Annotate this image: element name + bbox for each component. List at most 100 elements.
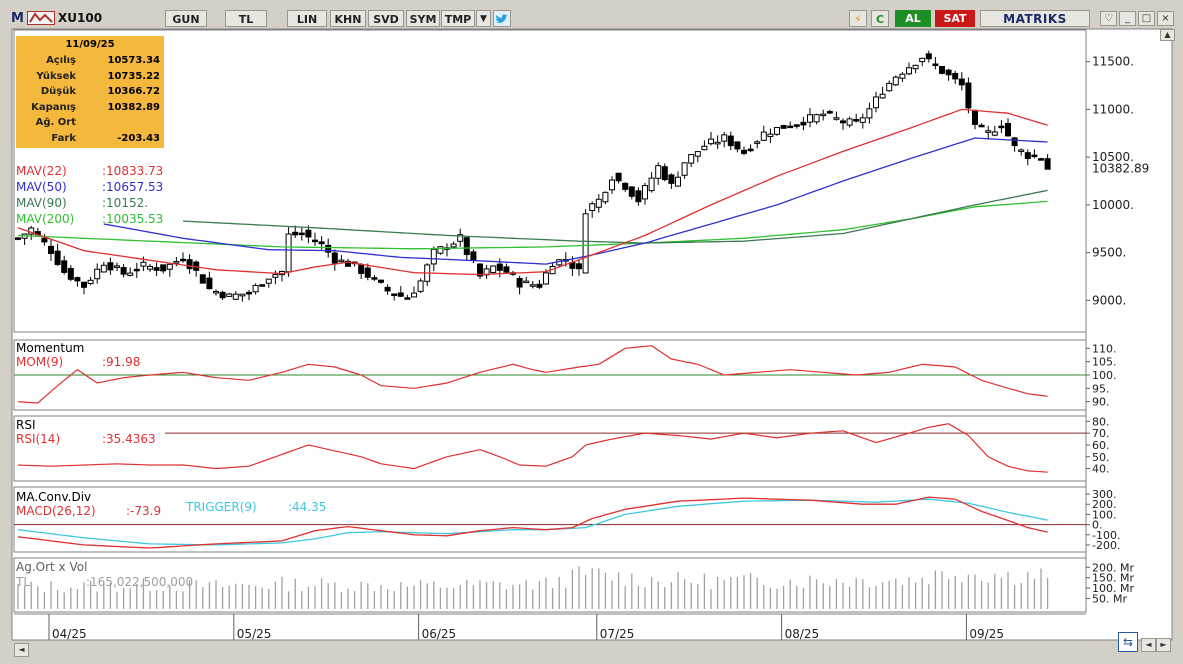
candle-up xyxy=(694,151,701,157)
scroll-next-icon[interactable]: ► xyxy=(1156,638,1171,652)
volume-title: Ag.Ort x Vol xyxy=(16,560,88,574)
candle-down xyxy=(853,119,860,122)
candle-down xyxy=(622,182,629,190)
buy-button[interactable]: AL xyxy=(895,10,931,27)
candle-up xyxy=(411,292,417,298)
legend-value: :91.98 xyxy=(102,355,141,369)
refresh-icon[interactable]: C xyxy=(871,10,889,27)
close-icon[interactable]: × xyxy=(1157,11,1174,26)
minimize-icon[interactable]: _ xyxy=(1119,11,1136,26)
pin-icon[interactable]: ♡ xyxy=(1100,11,1117,26)
candle-down xyxy=(628,186,635,197)
candle-down xyxy=(345,260,351,267)
y-tick-label: 9000. xyxy=(1092,293,1126,307)
candle-up xyxy=(681,162,688,176)
candle-up xyxy=(820,113,827,117)
candle-down xyxy=(331,252,338,264)
sell-button[interactable]: SAT xyxy=(935,10,975,27)
period-button[interactable]: GUN xyxy=(165,10,207,27)
tmp-button[interactable]: TMP xyxy=(441,10,475,27)
candle-down xyxy=(180,258,186,262)
symbol-label[interactable]: XU100 xyxy=(58,11,103,25)
candle-down xyxy=(160,264,167,272)
scroll-up-icon[interactable]: ▲ xyxy=(1160,29,1175,41)
info-row-change: Fark -203.43 xyxy=(16,131,164,147)
x-tick-label: 06/25 xyxy=(422,627,457,641)
legend-label: TL xyxy=(16,575,31,589)
candle-down xyxy=(133,268,140,272)
candle-up xyxy=(127,272,134,276)
legend-value: :10035.53 xyxy=(102,212,164,226)
y-tick-label: 11500. xyxy=(1092,55,1134,69)
candle-up xyxy=(701,145,708,151)
info-row-open: Açılış 10573.34 xyxy=(16,53,164,69)
candle-down xyxy=(635,190,642,203)
candle-up xyxy=(866,108,873,119)
candle-up xyxy=(919,57,926,63)
ohlc-info-box: 11/09/25 Açılış 10573.34 Yüksek 10735.22 D… xyxy=(16,36,164,148)
sync-icon[interactable]: ⇆ xyxy=(1118,632,1138,652)
candle-down xyxy=(477,263,483,277)
candle-up xyxy=(87,279,94,284)
legend-volume: TL :165,022,500,000 xyxy=(16,575,193,589)
svd-button[interactable]: SVD xyxy=(368,10,404,27)
candle-up xyxy=(807,114,813,123)
candle-up xyxy=(140,261,147,267)
currency-button[interactable]: TL xyxy=(225,10,267,27)
y-tick-label: 150. Mr xyxy=(1092,572,1134,585)
y-tick-label: 200. xyxy=(1092,498,1117,511)
candle-up xyxy=(675,176,681,187)
candle-down xyxy=(41,237,48,243)
candle-up xyxy=(252,284,259,293)
candle-down xyxy=(463,237,470,256)
info-row-high: Yüksek 10735.22 xyxy=(16,69,164,85)
toolbar: M XU100 GUN TL LIN KHN SVD SYM TMP ▼ ⚡ C… xyxy=(0,0,1183,30)
candle-up xyxy=(655,165,662,179)
candle-up xyxy=(582,213,589,274)
scroll-left-icon[interactable]: ◄ xyxy=(14,643,29,657)
legend-label: MOM(9) xyxy=(16,355,64,369)
scale-button[interactable]: LIN xyxy=(287,10,327,27)
candle-down xyxy=(793,124,800,127)
candle-up xyxy=(991,131,998,136)
legend-value: :10657.53 xyxy=(102,180,164,194)
twitter-icon[interactable] xyxy=(493,10,511,27)
candle-up xyxy=(450,243,457,248)
candle-down xyxy=(503,266,510,273)
lightning-icon[interactable]: ⚡ xyxy=(849,10,867,27)
candle-down xyxy=(668,174,675,184)
candle-up xyxy=(226,293,233,297)
y-tick-label: 200. Mr xyxy=(1092,561,1134,574)
candle-down xyxy=(1031,154,1038,158)
candle-up xyxy=(721,134,728,142)
y-tick-label: 70. xyxy=(1092,427,1110,440)
momentum-title: Momentum xyxy=(16,341,85,355)
symbol-logo-icon[interactable] xyxy=(27,11,55,25)
candle-down xyxy=(925,53,932,60)
info-label: Fark xyxy=(51,132,76,144)
candle-down xyxy=(259,284,266,287)
y-tick-label: 10000. xyxy=(1092,198,1134,212)
candle-down xyxy=(952,72,959,80)
x-tick-label: 05/25 xyxy=(237,627,272,641)
khn-button[interactable]: KHN xyxy=(330,10,366,27)
candle-down xyxy=(741,149,747,154)
y-tick-label: 11000. xyxy=(1092,102,1134,116)
y-tick-label: 100. xyxy=(1092,369,1117,382)
x-tick-label: 08/25 xyxy=(785,627,820,641)
legend-label: MAV(200) xyxy=(16,212,75,226)
legend-value: :165,022,500,000 xyxy=(86,575,194,589)
restore-icon[interactable]: □ xyxy=(1138,11,1155,26)
dropdown-arrow-icon[interactable]: ▼ xyxy=(476,10,491,27)
sym-button[interactable]: SYM xyxy=(406,10,440,27)
scroll-prev-icon[interactable]: ◄ xyxy=(1141,638,1156,652)
candle-up xyxy=(595,198,602,208)
candle-up xyxy=(166,263,173,270)
candle-down xyxy=(325,244,332,253)
candle-up xyxy=(886,82,893,92)
candle-down xyxy=(615,172,622,182)
legend-macd: MACD(26,12):-73.9 xyxy=(16,504,161,518)
momentum-line xyxy=(17,345,1048,404)
candle-down xyxy=(219,291,226,299)
